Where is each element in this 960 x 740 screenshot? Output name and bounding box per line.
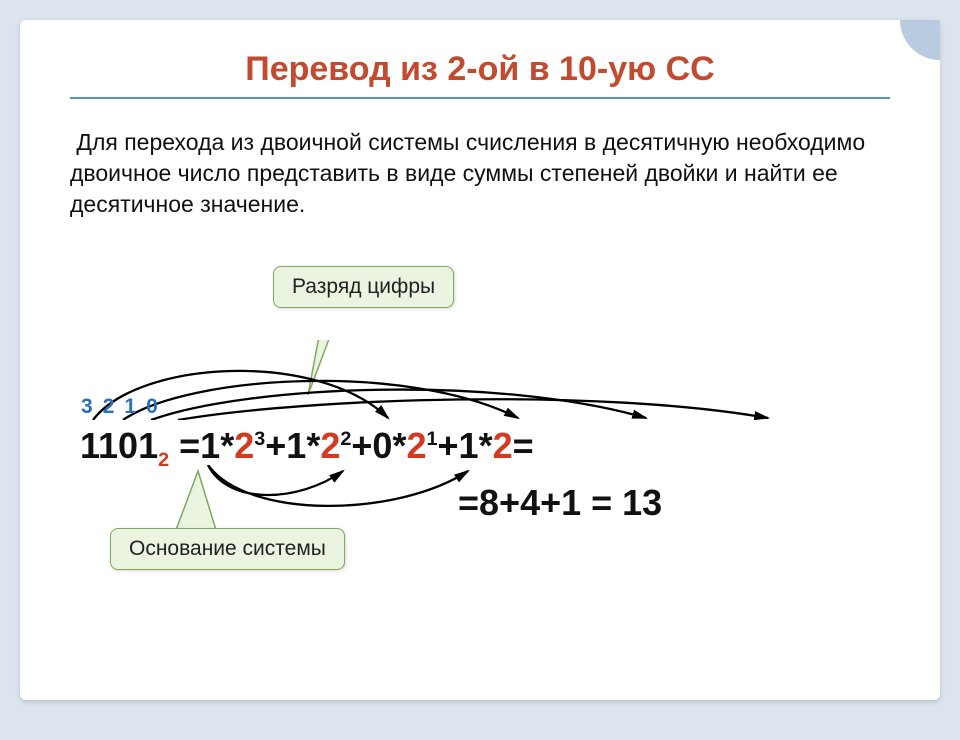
t0c: 1 [200,425,220,466]
t0b: 2 [234,425,254,466]
t3b: 2 [493,425,513,466]
t1b: 2 [320,425,340,466]
diagram-area: Разряд цифры 3210 11012 =1*23+1*22+0*21+… [78,260,890,600]
callout-digit-position-label: Разряд цифры [292,275,435,298]
binary-number: 1101 [80,425,158,466]
page-title: Перевод из 2-ой в 10-ую СС [70,50,890,89]
t0e: 3 [254,428,265,450]
corner-accent [900,20,940,60]
pos-2: 2 [103,395,125,418]
t3c: 1 [459,425,479,466]
description-text: Для перехода из двоичной системы счислен… [70,127,890,220]
t2b: 2 [406,425,426,466]
callout-base-label: Основание системы [129,537,326,560]
arrows-top [78,340,778,420]
t2c: 0 [372,425,392,466]
pos-3: 3 [81,395,103,418]
pos-0: 0 [146,395,168,418]
equation-line-2: =8+4+1 = 13 [458,482,662,524]
slide: Перевод из 2-ой в 10-ую СС Для перехода … [20,20,940,700]
callout-base: Основание системы [110,528,345,570]
position-labels: 3210 [81,395,168,419]
pos-1: 1 [124,395,146,418]
title-underline [70,97,890,99]
t1c: 1 [286,425,306,466]
t2e: 1 [426,428,437,450]
t1e: 2 [340,428,351,450]
arrows-bottom [168,465,488,535]
callout-digit-position: Разряд цифры [273,266,454,308]
